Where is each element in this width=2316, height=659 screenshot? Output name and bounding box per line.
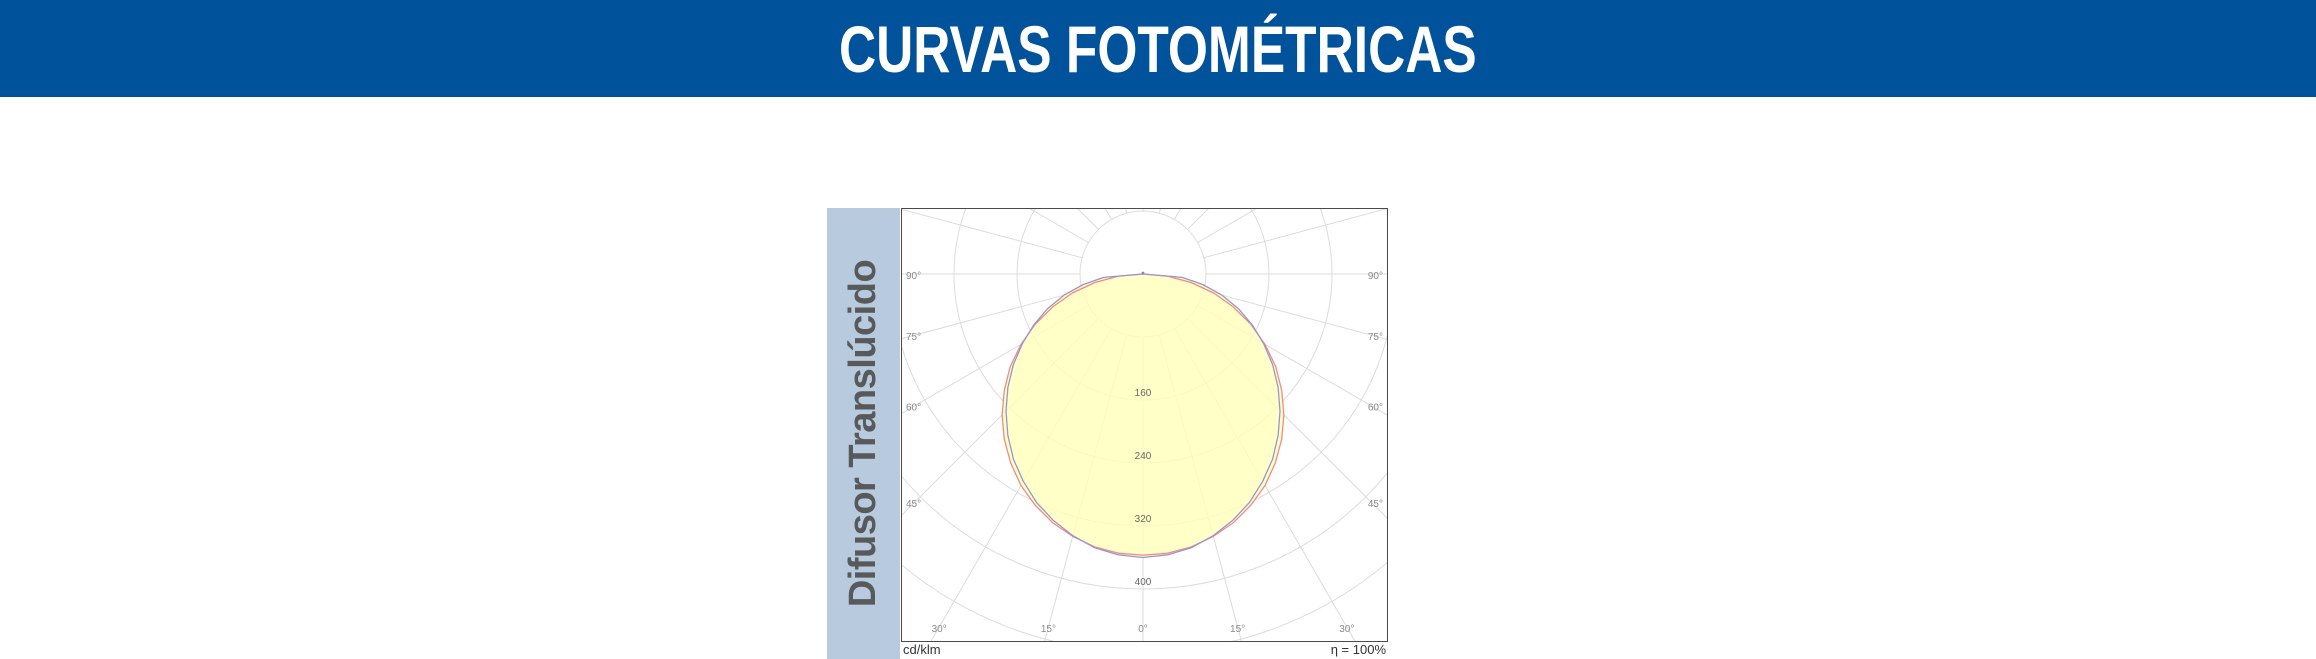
radial-tick-label: 240 <box>1135 451 1152 462</box>
angle-label: 30° <box>1339 624 1354 635</box>
curve-c0 <box>1001 273 1285 556</box>
page-title: CURVAS FOTOMÉTRICAS <box>839 12 1477 86</box>
angle-label: 30° <box>932 624 947 635</box>
chart-footer: cd/klm η = 100% <box>901 642 1388 659</box>
angle-label: 75° <box>1368 332 1383 343</box>
intensity-fill <box>1002 274 1284 558</box>
angle-label: 90° <box>1368 271 1383 282</box>
angle-label: 60° <box>906 403 921 414</box>
peak-dot <box>1141 271 1145 275</box>
angle-label: 15° <box>1230 624 1245 635</box>
header-banner: CURVAS FOTOMÉTRICAS <box>0 0 2316 97</box>
panel-label: Difusor Translúcido <box>842 259 885 608</box>
angle-label: 15° <box>1041 624 1056 635</box>
radial-tick-label: 320 <box>1135 514 1152 525</box>
efficiency-label: η = 100% <box>1330 642 1386 657</box>
panel-label-bar: Difusor Translúcido <box>827 208 900 659</box>
angle-label: 45° <box>906 499 921 510</box>
polar-diagram: 90° 90° 75° 75° 60° 60° 45° 45° 30° 15° 0° 15° 30° 16… <box>902 209 1387 641</box>
radial-tick-label: 400 <box>1135 577 1152 588</box>
angle-label: 75° <box>906 332 921 343</box>
radial-tick-label: 160 <box>1135 388 1152 399</box>
curve-c90 <box>1005 273 1281 559</box>
angle-label: 90° <box>906 271 921 282</box>
angle-label: 60° <box>1368 403 1383 414</box>
unit-label: cd/klm <box>903 642 941 657</box>
angle-label: 45° <box>1368 499 1383 510</box>
angle-label: 0° <box>1138 624 1148 635</box>
photometric-chart: 90° 90° 75° 75° 60° 60° 45° 45° 30° 15° 0° 15° 30° 16… <box>901 208 1388 642</box>
